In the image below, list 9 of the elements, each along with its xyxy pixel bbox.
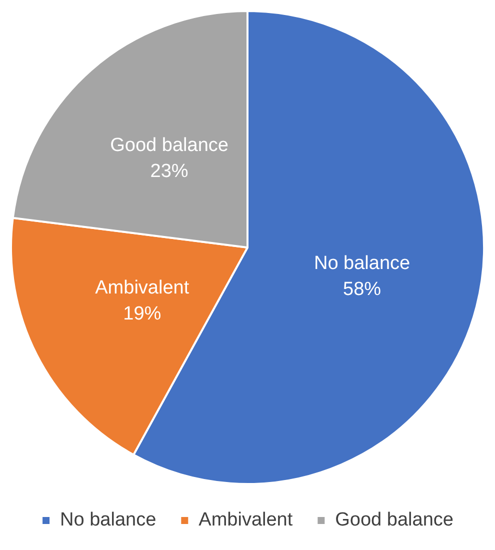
data-label: 23% [150,161,188,182]
slice-label: Ambivalent [95,277,190,298]
legend-label: No balance [60,510,156,531]
data-label: 19% [123,303,162,324]
legend-label: Good balance [335,510,454,531]
legend-label: Ambivalent [198,510,294,531]
slice-label: No balance [314,253,410,274]
data-label: 58% [343,279,382,300]
slice-label: Good balance [110,135,228,156]
